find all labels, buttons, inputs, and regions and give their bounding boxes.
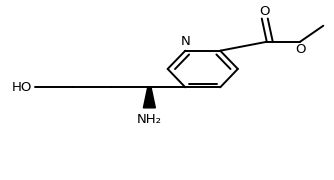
- Text: N: N: [180, 35, 190, 48]
- Text: O: O: [295, 43, 305, 56]
- Text: HO: HO: [12, 81, 32, 94]
- Text: NH₂: NH₂: [137, 113, 162, 126]
- Text: O: O: [260, 5, 270, 18]
- Polygon shape: [143, 87, 155, 108]
